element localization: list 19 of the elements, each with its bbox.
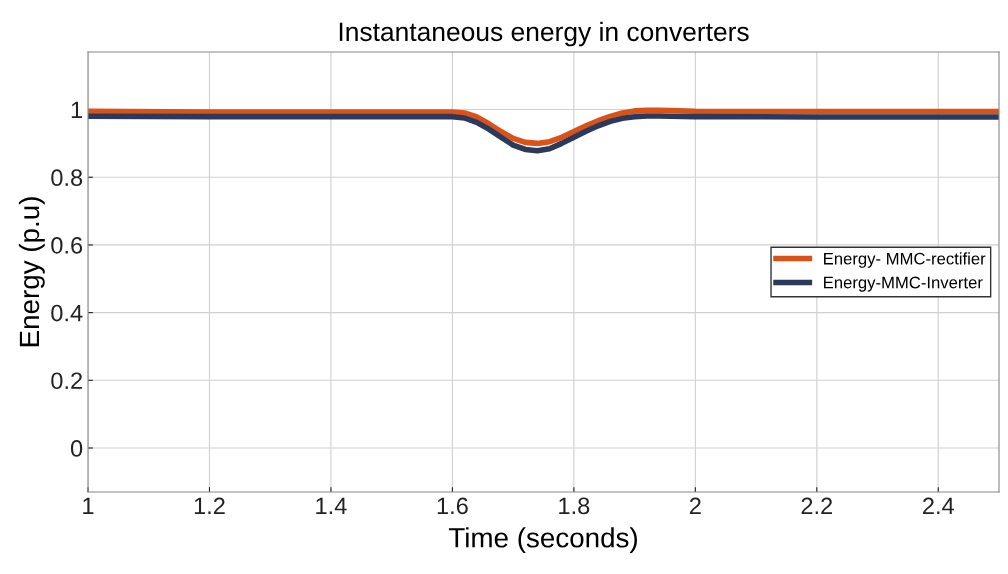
x-tick-label: 2.2 [801,497,833,514]
y-tick-label: 0.8 [51,169,83,187]
x-tick-label: 2.4 [923,497,954,514]
y-tick-label: 0.2 [51,372,82,390]
legend-label: Energy-MMC-Inverter [824,276,983,292]
chart-title: Instantaneous energy in converters [339,21,749,47]
y-tick-label: 1 [71,101,82,119]
x-tick-label: 1.6 [437,497,468,515]
y-tick-label: 0.4 [51,304,83,322]
x-tick-label: 1.4 [316,497,347,514]
x-tick-label: 2 [689,497,701,514]
x-tick-label: 1.8 [559,497,590,515]
x-tick-label: 1.2 [194,497,225,514]
legend-label: Energy- MMC-rectifier [824,252,986,268]
y-axis-title: Energy (p.u) [18,197,45,347]
y-tick-label: 0 [70,440,83,457]
x-tick-label: 1 [83,497,94,514]
y-tick-label: 0.6 [51,236,83,254]
x-axis-title: Time (seconds) [448,527,637,554]
